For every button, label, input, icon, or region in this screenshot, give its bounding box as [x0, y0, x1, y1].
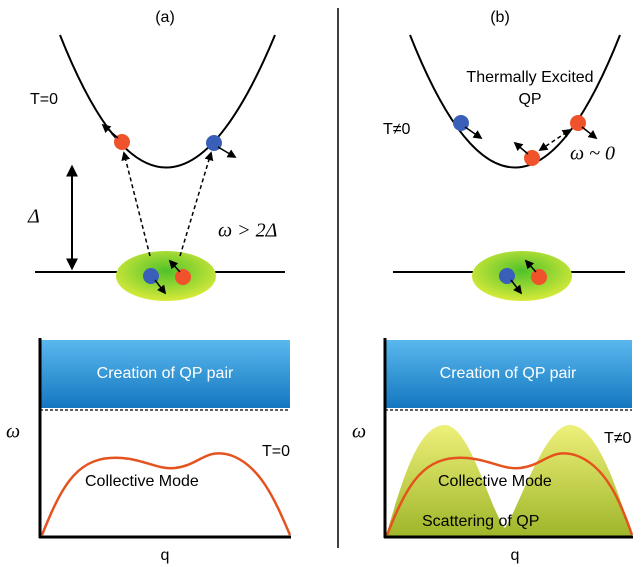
- spin-arrow: [515, 143, 528, 154]
- axis-label-y: ω: [352, 421, 366, 443]
- scattering-label: Scattering of QP: [422, 513, 539, 530]
- band-label: Creation of QP pair: [97, 365, 234, 382]
- spin-arrow: [582, 127, 596, 138]
- pair: [472, 251, 572, 301]
- excitation-arrow: [124, 153, 150, 256]
- axis-label-x: q: [161, 547, 170, 564]
- dispersion: [60, 35, 275, 168]
- frequency: ω ~ 0: [570, 143, 615, 165]
- frequency: ω > 2Δ: [218, 220, 277, 242]
- mode-temperature: T=0: [262, 443, 290, 460]
- diagram: (a) T=0 Δ ω > 2Δ Creation of QP pair ω q…: [0, 0, 644, 567]
- axis-label-y: ω: [6, 421, 20, 443]
- band-label: Creation of QP pair: [440, 365, 577, 382]
- mode-label: Collective Mode: [85, 473, 199, 490]
- panel-label: (a): [155, 9, 175, 26]
- gap-label: Δ: [27, 206, 40, 228]
- excitation-arrow: [180, 153, 211, 256]
- collective-mode-curve: [42, 453, 290, 535]
- spin-arrow: [218, 147, 235, 157]
- mode-label: Collective Mode: [438, 473, 552, 490]
- spin-arrow: [103, 125, 118, 138]
- qp-dot: [531, 269, 547, 285]
- temperature: T≠0: [383, 121, 411, 138]
- panel-a: (a) T=0 Δ ω > 2Δ Creation of QP pair ω q…: [6, 9, 291, 564]
- qp-dot: [175, 269, 191, 285]
- spin-arrow: [465, 127, 481, 138]
- panel-label: (b): [490, 9, 510, 26]
- temperature: T=0: [30, 91, 58, 108]
- mode-temperature: T≠0: [604, 430, 632, 447]
- pair: [116, 251, 216, 301]
- excitation-label: Thermally Excited: [466, 69, 593, 86]
- excitation-label: QP: [518, 91, 541, 108]
- panel-b: (b) T≠0 Thermally Excited QP ω ~ 0 Creat…: [352, 9, 633, 564]
- axis-label-x: q: [511, 547, 520, 564]
